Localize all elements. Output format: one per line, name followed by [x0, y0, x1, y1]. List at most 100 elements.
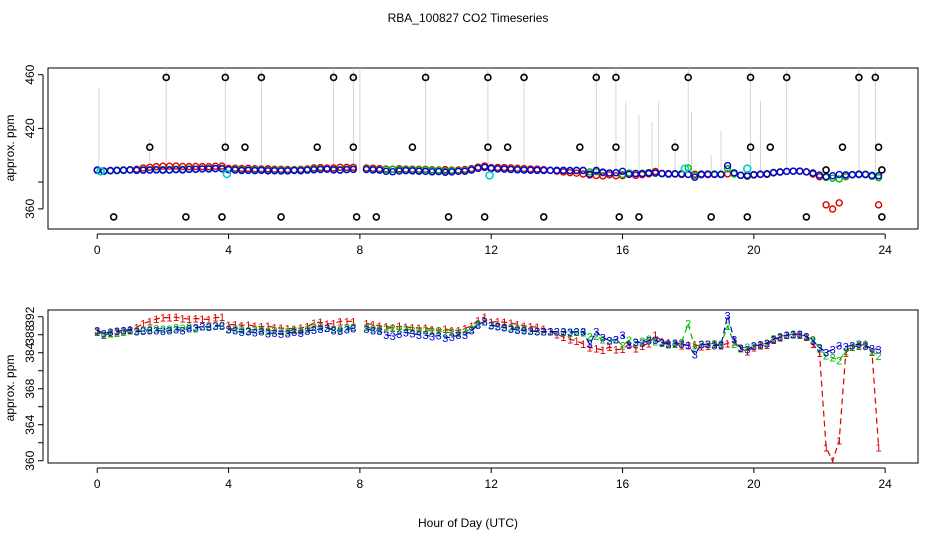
- flag-point: [878, 166, 886, 174]
- series-1-marker: 1: [764, 340, 770, 352]
- series-2-marker: 2: [475, 319, 481, 331]
- series-1-marker: 1: [574, 336, 580, 348]
- series-3-marker: 3: [94, 325, 100, 337]
- series-2-marker: 2: [495, 321, 501, 333]
- series-2-marker: 2: [422, 325, 428, 337]
- series-1-marker: 1: [442, 324, 448, 336]
- series-3-marker: 3: [377, 326, 383, 338]
- series-2-marker: 2: [705, 339, 711, 351]
- series-1-marker: 1: [692, 340, 698, 352]
- series-2-marker: 2: [409, 325, 415, 337]
- series-1-marker: 1: [390, 323, 396, 335]
- flag-point: [878, 213, 886, 221]
- x-axis-label: Hour of Day (UTC): [418, 516, 518, 530]
- series-2-marker: 2: [554, 327, 560, 339]
- series-3-marker: 3: [239, 327, 245, 339]
- series-3-marker: 3: [803, 332, 809, 344]
- flag-point: [484, 143, 492, 151]
- series-1-circle: [218, 162, 226, 170]
- series-1-marker: 1: [751, 342, 757, 354]
- series-3-marker: 3: [482, 316, 488, 328]
- bottom-plot-area: 1 1 1 1 1 1 1 1 1 1 1 1 1 1 1 1 1 1 1 11 1 1 1 1 1 1 1 1 1 1 1 1 1 1 1 1 1 1 1…: [94, 310, 882, 468]
- series-3-marker: 3: [350, 323, 356, 335]
- series-3-circle: [730, 169, 738, 177]
- series-1-marker: 1: [560, 332, 566, 344]
- series-1-marker: 1: [344, 316, 350, 328]
- series-1-marker: 1: [646, 338, 652, 350]
- series-2-marker: 2: [567, 328, 573, 340]
- series-2-marker: 2: [166, 324, 172, 336]
- series-3-marker: 3: [764, 338, 770, 350]
- series-3-marker: 3: [534, 327, 540, 339]
- flag-point: [349, 143, 358, 151]
- series-3-circle: [546, 166, 555, 175]
- series-3-marker: 3: [613, 335, 619, 347]
- series-2-marker: 2: [114, 328, 120, 340]
- bottom-y-tick-label: 384: [23, 342, 37, 362]
- series-1-marker: 1: [830, 456, 836, 468]
- flag-point: [444, 213, 453, 221]
- series-3-circle: [592, 166, 600, 175]
- series-2-marker: 2: [429, 326, 435, 338]
- series-2-marker: 2: [107, 328, 113, 340]
- series-1-marker: 1: [816, 348, 822, 360]
- series-2-circle: [723, 165, 732, 173]
- series-3-circle: [461, 167, 469, 176]
- series-1-marker: 1: [455, 325, 461, 337]
- bottom-x-tick-label: 20: [747, 477, 761, 491]
- series-3-circle: [579, 166, 587, 175]
- series-1-marker: 1: [534, 322, 540, 334]
- series-3-marker: 3: [508, 324, 514, 336]
- flag-point: [421, 73, 430, 82]
- series-1-marker: 1: [823, 442, 829, 454]
- series-3-circle: [480, 163, 489, 171]
- series-1-marker: 1: [173, 312, 179, 324]
- series-1-marker: 1: [744, 346, 750, 358]
- series-3-marker: 3: [784, 330, 790, 342]
- flag-point: [241, 143, 249, 151]
- series-3-marker: 3: [652, 335, 658, 347]
- series-3-line: [366, 320, 485, 339]
- series-3-marker: 3: [101, 328, 107, 340]
- series-1-marker: 1: [777, 332, 783, 344]
- series-2-marker: 2: [731, 339, 737, 351]
- series-2-marker: 2: [560, 327, 566, 339]
- series-1-marker: 1: [770, 335, 776, 347]
- series-1-marker: 1: [226, 320, 232, 332]
- series-1-marker: 1: [416, 323, 422, 335]
- series-1-marker: 1: [422, 323, 428, 335]
- series-3-circle: [809, 169, 817, 177]
- series-1-marker: 1: [619, 344, 625, 356]
- series-3-marker: 3: [298, 328, 304, 340]
- series-2-marker: 2: [514, 323, 520, 335]
- bottom-y-tick-label: 388: [23, 324, 37, 344]
- series-3-marker: 3: [521, 326, 527, 338]
- series-1-marker: 1: [94, 327, 100, 339]
- series-1-marker: 1: [265, 321, 271, 333]
- series-3-marker: 3: [212, 321, 218, 333]
- series-1-marker: 1: [317, 317, 323, 329]
- flag-point: [221, 143, 230, 151]
- series-1-circle: [835, 199, 843, 207]
- series-2-marker: 2: [455, 328, 461, 340]
- series-3-marker: 3: [876, 345, 882, 357]
- series-3-marker: 3: [396, 329, 402, 341]
- series-2-marker: 2: [199, 322, 205, 334]
- series-1-marker: 1: [836, 436, 842, 448]
- series-1-marker: 1: [514, 319, 520, 331]
- series-3-marker: 3: [639, 338, 645, 350]
- series-1-marker: 1: [790, 329, 796, 341]
- series-2-marker: 2: [790, 329, 796, 341]
- series-1-marker: 1: [232, 319, 238, 331]
- series-2-marker: 2: [856, 341, 862, 353]
- series-1-marker: 1: [633, 343, 639, 355]
- series-2-marker: 2: [298, 326, 304, 338]
- series-2-marker: 2: [265, 326, 271, 338]
- series-2-marker: 2: [672, 339, 678, 351]
- series-3-marker: 3: [258, 327, 264, 339]
- top-y-tick-label: 460: [23, 64, 37, 84]
- series-3-circle: [776, 168, 784, 176]
- series-2-marker: 2: [528, 326, 534, 338]
- flag-point: [480, 213, 489, 221]
- series-2-marker: 2: [508, 323, 514, 335]
